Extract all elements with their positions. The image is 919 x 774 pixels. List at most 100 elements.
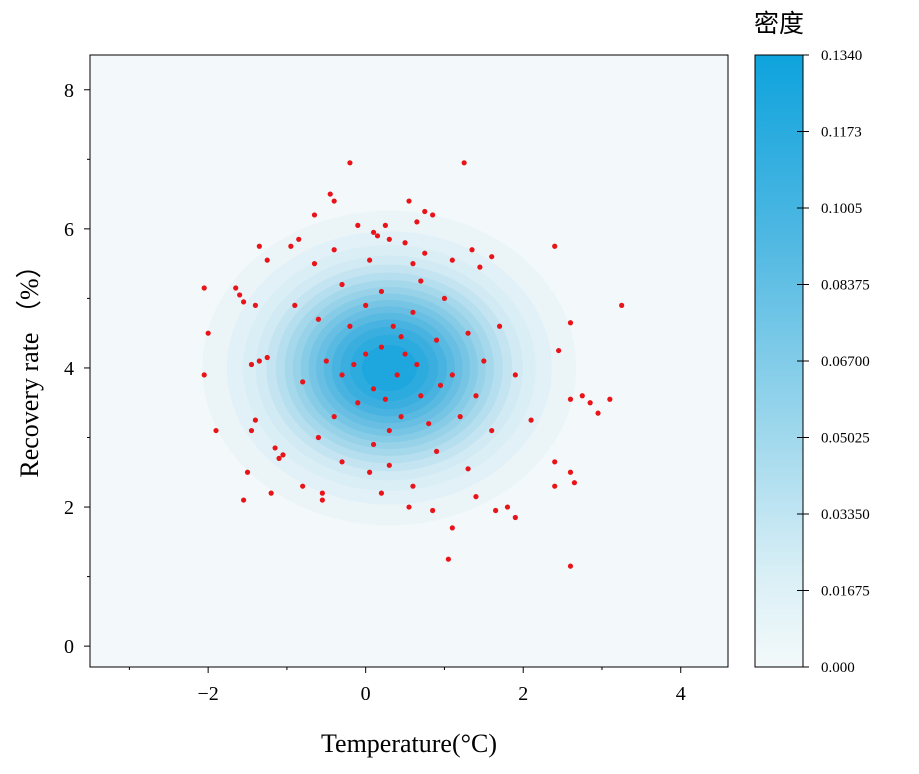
scatter-point: [363, 351, 369, 357]
scatter-point: [315, 316, 322, 322]
colorbar-tick-label: 0.03350: [821, 507, 870, 523]
scatter-point: [248, 361, 255, 368]
scatter-point: [430, 507, 436, 514]
scatter-point: [418, 278, 424, 284]
colorbar-tick-label: 0.1173: [821, 125, 862, 141]
scatter-point: [418, 393, 424, 399]
y-tick-label: 4: [64, 358, 74, 380]
scatter-point: [370, 386, 377, 392]
scatter-point: [414, 361, 420, 368]
scatter-point: [552, 243, 558, 249]
scatter-point: [378, 288, 385, 295]
scatter-point: [469, 247, 475, 253]
scatter-point: [567, 563, 574, 569]
scatter-point: [394, 372, 400, 378]
scatter-point: [595, 410, 601, 416]
density-level-16: [361, 344, 417, 391]
scatter-point: [441, 295, 448, 302]
scatter-point: [252, 302, 259, 308]
scatter-point: [473, 393, 479, 399]
scatter-point: [339, 281, 345, 288]
scatter-point: [256, 358, 262, 364]
scatter-point: [567, 469, 574, 475]
y-axis-title: Recovery rate （%）: [15, 252, 44, 477]
scatter-point: [512, 372, 518, 378]
scatter-point: [256, 243, 262, 249]
scatter-point: [473, 494, 479, 500]
y-tick-label: 0: [64, 636, 74, 658]
scatter-point: [465, 330, 471, 336]
scatter-point: [433, 337, 440, 343]
y-tick-label: 6: [64, 219, 74, 241]
scatter-point: [378, 344, 385, 350]
scatter-point: [402, 240, 408, 246]
scatter-point: [311, 261, 318, 267]
scatter-point: [347, 160, 353, 166]
scatter-point: [619, 302, 625, 308]
scatter-point: [264, 354, 270, 361]
scatter-point: [386, 236, 392, 242]
scatter-point: [398, 414, 404, 420]
scatter-point: [331, 198, 337, 204]
scatter-point: [402, 351, 408, 357]
scatter-point: [410, 309, 416, 315]
scatter-point: [363, 302, 369, 308]
scatter-point: [331, 247, 337, 253]
y-tick-label: 2: [64, 497, 74, 519]
scatter-point: [607, 396, 613, 402]
scatter-point: [437, 382, 444, 388]
scatter-point: [445, 556, 451, 562]
scatter-point: [422, 250, 428, 256]
scatter-point: [280, 452, 286, 458]
scatter-point: [477, 264, 483, 270]
scatter-point: [268, 490, 274, 496]
scatter-point: [567, 320, 574, 326]
scatter-point: [406, 504, 412, 510]
scatter-point: [461, 160, 467, 166]
scatter-point: [240, 299, 247, 305]
scatter-point: [449, 372, 455, 378]
scatter-point: [571, 480, 578, 486]
scatter-point: [489, 427, 495, 434]
scatter-point: [552, 459, 558, 465]
scatter-point: [489, 254, 495, 260]
scatter-point: [296, 236, 302, 242]
y-axis: 0 2 4 6 8: [64, 80, 90, 658]
colorbar-tick-label: 0.000: [821, 660, 855, 676]
scatter-point: [327, 191, 333, 197]
scatter-point: [205, 330, 211, 336]
x-axis-title: Temperature(°C): [321, 729, 497, 758]
scatter-point: [390, 323, 396, 329]
scatter-point: [237, 292, 243, 298]
x-tick-label: 4: [676, 683, 686, 705]
scatter-point: [556, 347, 562, 354]
scatter-point: [370, 229, 377, 235]
scatter-point: [496, 323, 503, 329]
colorbar-tick-label: 0.1005: [821, 201, 862, 217]
scatter-point: [512, 514, 518, 521]
scatter-point: [264, 257, 270, 263]
scatter-point: [351, 361, 357, 368]
scatter-point: [449, 257, 455, 263]
x-tick-label: 2: [518, 683, 528, 705]
scatter-point: [233, 285, 239, 291]
colorbar-tick-label: 0.05025: [821, 431, 870, 447]
scatter-point: [213, 427, 219, 434]
scatter-point: [355, 400, 361, 406]
scatter-point: [347, 323, 353, 329]
scatter-points: [201, 160, 625, 569]
plot-frame: [89, 54, 729, 668]
scatter-point: [319, 490, 325, 496]
scatter-point: [331, 414, 337, 420]
scatter-point: [315, 434, 322, 441]
scatter-point: [276, 455, 282, 461]
scatter-point: [367, 257, 373, 263]
scatter-point: [414, 219, 420, 225]
y-tick-label: 8: [64, 80, 74, 102]
scatter-point: [292, 302, 298, 308]
scatter-point: [378, 490, 385, 496]
scatter-point: [311, 212, 318, 218]
scatter-point: [386, 462, 392, 468]
scatter-point: [457, 414, 463, 420]
